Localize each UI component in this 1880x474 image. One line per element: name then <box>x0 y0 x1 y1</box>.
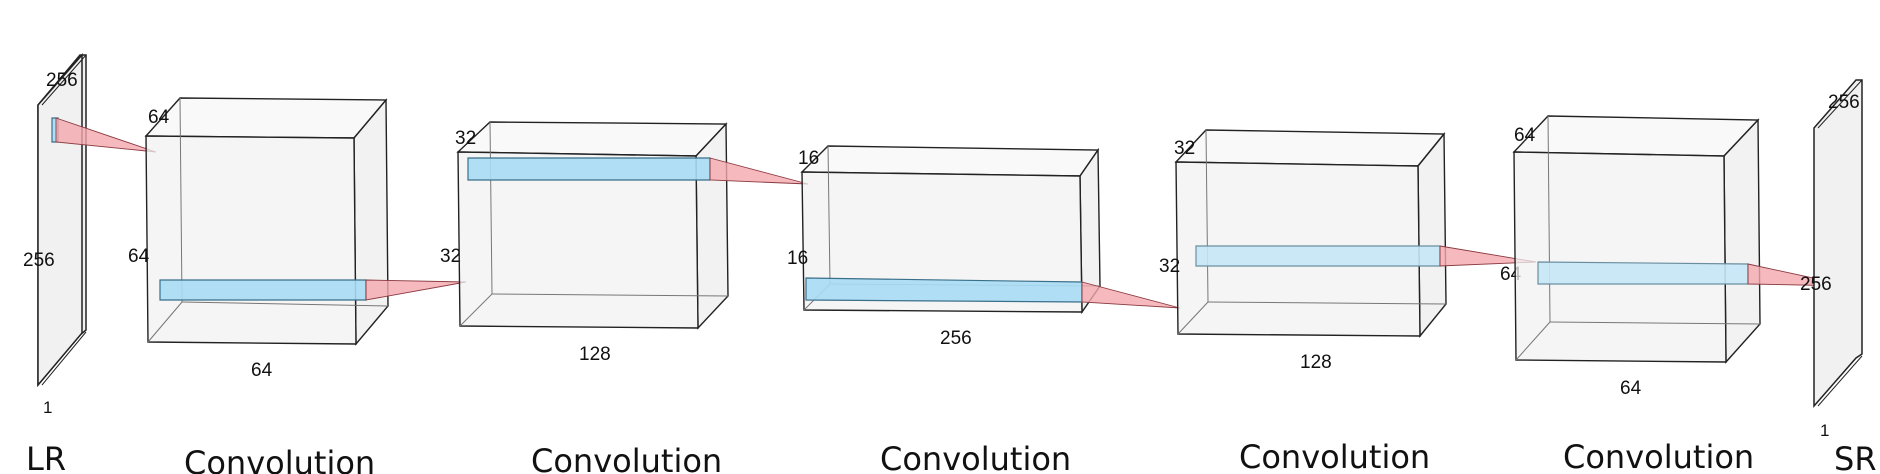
block-3-top-dim: 16 <box>798 148 819 169</box>
block-3-caption: Convolution <box>880 440 1071 474</box>
lr-label: LR <box>26 440 66 474</box>
block-5-caption: Convolution <box>1563 438 1754 474</box>
block-1-bottom-dim: 64 <box>251 360 273 381</box>
block-2-receptive-field-cone <box>709 157 809 185</box>
conv-block-2 <box>456 121 729 330</box>
block-5-bottom-dim: 64 <box>1620 378 1642 399</box>
block-1-kernel-bar <box>159 279 367 301</box>
block-1-caption: Convolution <box>184 444 375 474</box>
conv-block-5 <box>1512 115 1761 364</box>
block-4-side-dim: 32 <box>1159 256 1180 277</box>
block-1-right-dim: 32 <box>440 246 461 267</box>
block-4-receptive-field-cone <box>1439 245 1537 267</box>
block-2-kernel-bar <box>467 157 711 181</box>
conv-block-1 <box>144 97 389 346</box>
sr-output-plane <box>1813 79 1863 408</box>
lr-receptive-field-cone <box>55 117 157 153</box>
sr-label: SR <box>1834 440 1877 474</box>
lr-plane-depth-dim: 1 <box>43 398 52 417</box>
block-2-bottom-dim: 128 <box>579 344 611 365</box>
block-4-caption: Convolution <box>1239 438 1430 474</box>
conv-block-4 <box>1174 129 1447 338</box>
conv-block-3 <box>800 145 1101 315</box>
block-3-kernel-bar <box>805 277 1083 303</box>
sr-plane-depth-dim: 1 <box>1820 421 1829 440</box>
lr-plane-top-dim: 256 <box>46 70 78 91</box>
block-3-bottom-dim: 256 <box>940 328 972 349</box>
sr-plane-top-dim: 256 <box>1828 92 1860 113</box>
block-1-side-dim: 64 <box>128 246 150 267</box>
block-4-bottom-dim: 128 <box>1300 352 1332 373</box>
block-5-kernel-bar <box>1537 261 1749 285</box>
sr-plane-side-dim: 256 <box>1800 274 1832 295</box>
block-4-kernel-bar <box>1195 245 1441 267</box>
block-1-top-dim: 64 <box>148 107 170 128</box>
block-1-receptive-field-cone <box>365 279 467 301</box>
lr-plane-side-dim: 256 <box>23 250 55 271</box>
block-2-top-dim: 32 <box>455 128 476 149</box>
block-3-receptive-field-cone <box>1081 281 1181 309</box>
lr-input-plane <box>37 53 87 388</box>
block-3-side-dim: 16 <box>787 248 808 269</box>
block-4-top-dim: 32 <box>1174 138 1195 159</box>
block-5-top-dim: 64 <box>1514 125 1536 146</box>
block-2-caption: Convolution <box>531 442 722 474</box>
